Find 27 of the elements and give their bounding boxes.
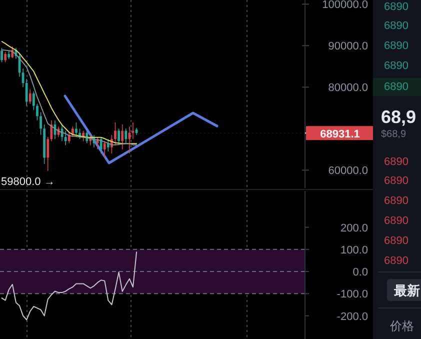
y-tick-label: 90000.0	[328, 40, 368, 53]
y-tick-label: 60000.0	[328, 165, 368, 178]
y-tick-label: 100.0	[340, 244, 368, 256]
y-tick-label: 200.0	[340, 222, 368, 234]
annotation: 59800.0 →	[1, 176, 55, 188]
text: 68,9	[381, 107, 416, 127]
text: $68,9	[381, 129, 406, 140]
text: 6890	[384, 255, 408, 267]
y-tick-label: -200.0	[336, 310, 368, 323]
text: 6890	[384, 215, 408, 227]
y-tick-label: 0.0	[352, 266, 368, 279]
y-tick-label: 80000.0	[328, 82, 368, 94]
text: 6890	[384, 60, 408, 72]
y-tick-label: 100000.0	[322, 0, 368, 12]
text: 6890	[384, 81, 408, 93]
ref-line-label: 68931.1	[320, 128, 360, 141]
text: 价格	[389, 319, 414, 333]
y-tick-label: -100.0	[336, 288, 368, 301]
text: 6890	[384, 40, 408, 52]
text: 最新	[393, 283, 420, 298]
text: 6890	[384, 235, 408, 247]
text: 6890	[384, 175, 408, 187]
text: 6890	[384, 1, 408, 13]
text: 6890	[384, 195, 408, 207]
line-series	[1, 252, 138, 320]
text: 6890	[384, 20, 408, 32]
text: 6890	[384, 156, 408, 168]
